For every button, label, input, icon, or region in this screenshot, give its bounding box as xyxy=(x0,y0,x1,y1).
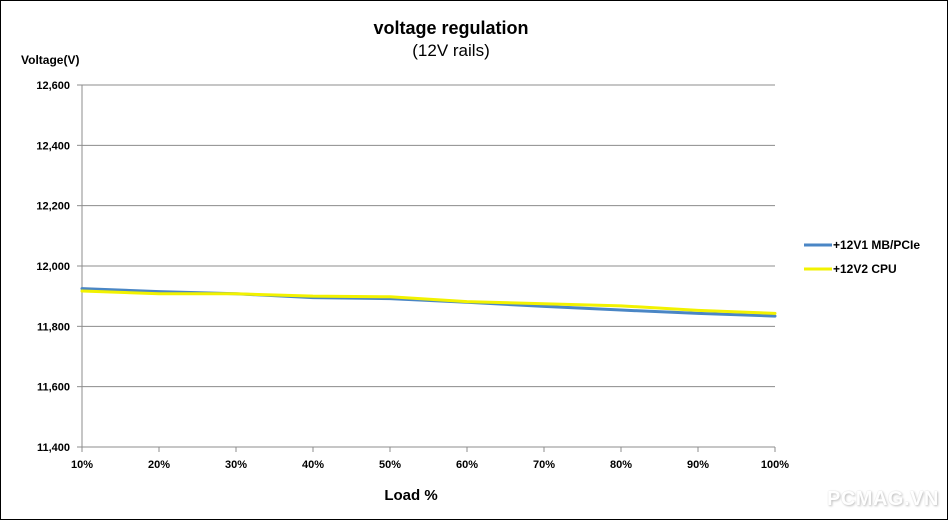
y-axis-label: Voltage(V) xyxy=(21,53,80,67)
chart-subtitle: (12V rails) xyxy=(412,41,490,60)
x-tick-label: 10% xyxy=(71,459,93,471)
chart-title: voltage regulation xyxy=(373,18,529,38)
x-tick-label: 50% xyxy=(379,459,401,471)
x-tick-label: 100% xyxy=(761,459,789,471)
y-tick-label: 12,400 xyxy=(36,140,70,152)
legend-label-1: +12V1 MB/PCIe xyxy=(833,238,920,252)
x-tick-label: 40% xyxy=(302,459,324,471)
y-tick-label: 12,200 xyxy=(36,201,70,213)
x-tick-label: 20% xyxy=(148,459,170,471)
legend-label-2: +12V2 CPU xyxy=(833,262,897,276)
y-tick-label: 11,400 xyxy=(37,442,70,454)
x-tick-label: 90% xyxy=(687,459,709,471)
x-tick-label: 60% xyxy=(456,459,478,471)
x-axis-label: Load % xyxy=(384,487,438,504)
series-line-2 xyxy=(80,289,777,315)
y-tick-label: 11,600 xyxy=(37,382,70,394)
watermark: PCMAG.VN xyxy=(827,488,939,510)
y-tick-label: 12,600 xyxy=(36,80,70,92)
x-tick-label: 30% xyxy=(225,459,247,471)
x-tick-label: 70% xyxy=(533,459,555,471)
y-tick-label: 11,800 xyxy=(37,321,70,333)
x-tick-label: 80% xyxy=(610,459,632,471)
y-tick-label: 12,000 xyxy=(36,261,70,273)
